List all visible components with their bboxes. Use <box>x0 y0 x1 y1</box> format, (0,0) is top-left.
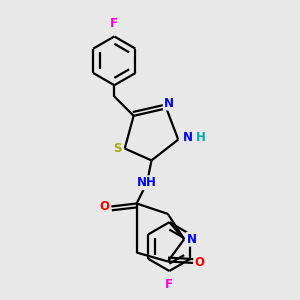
Text: O: O <box>195 256 205 269</box>
Text: N: N <box>187 233 196 246</box>
Text: N: N <box>164 97 174 110</box>
Text: H: H <box>196 131 206 144</box>
Text: O: O <box>100 200 110 213</box>
Text: F: F <box>165 278 173 291</box>
Text: F: F <box>110 16 118 30</box>
Text: NH: NH <box>137 176 157 189</box>
Text: S: S <box>113 142 122 155</box>
Text: N: N <box>183 131 193 144</box>
